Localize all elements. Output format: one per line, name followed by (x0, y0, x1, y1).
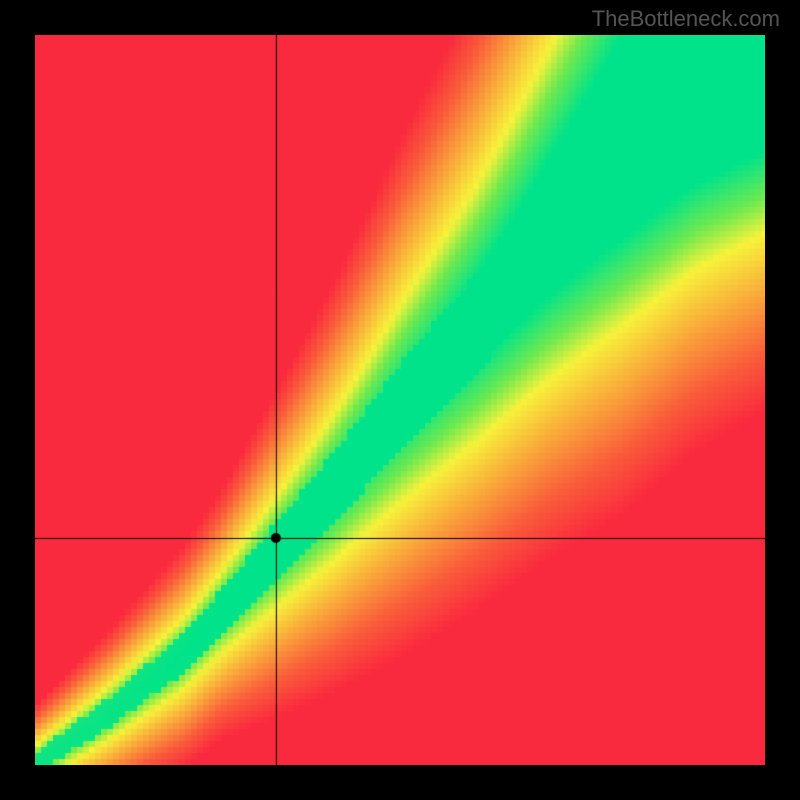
bottleneck-heatmap (35, 35, 765, 765)
heatmap-canvas (35, 35, 765, 765)
attribution-text: TheBottleneck.com (592, 6, 780, 32)
